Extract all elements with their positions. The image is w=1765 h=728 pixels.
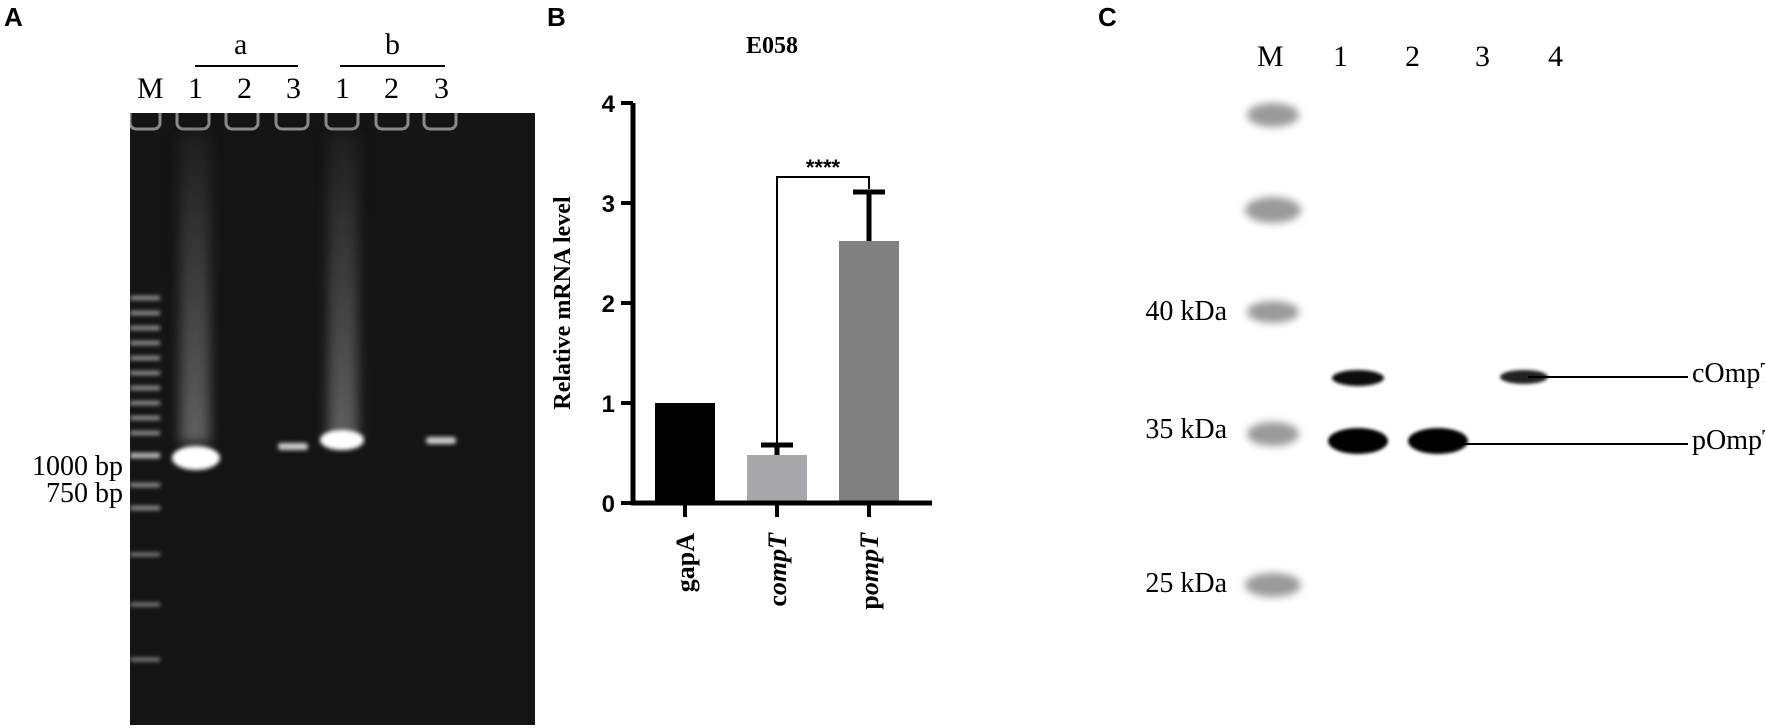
group-label-a: a bbox=[234, 28, 248, 61]
y-tick-label: 3 bbox=[602, 191, 615, 218]
pompt-band-label: pOmpT bbox=[1692, 425, 1765, 456]
y-tick-label: 2 bbox=[602, 291, 615, 318]
kda-marker-label: 40 kDa bbox=[1145, 296, 1227, 327]
panel-a-letter: A bbox=[4, 2, 23, 32]
y-axis-label: Relative mRNA level bbox=[550, 196, 576, 410]
gel-bands-svg bbox=[130, 113, 458, 661]
gel-lane-label: M bbox=[137, 72, 164, 105]
x-tick-label: compT bbox=[763, 532, 792, 607]
gel-lane-label: 1 bbox=[335, 72, 350, 105]
bar-pompT bbox=[839, 241, 899, 503]
compt-band-label: cOmpT bbox=[1692, 358, 1765, 389]
x-tick-label: gapA bbox=[671, 533, 700, 592]
kda-marker-label: 35 kDa bbox=[1145, 414, 1227, 445]
y-tick-label: 4 bbox=[602, 91, 616, 118]
blot-lane-label: 3 bbox=[1475, 40, 1490, 73]
bar-gapA bbox=[655, 403, 715, 503]
blot-lane-label: 2 bbox=[1405, 40, 1420, 73]
y-tick-label: 0 bbox=[602, 491, 615, 518]
group-line-b bbox=[340, 65, 445, 67]
blot-lane-label: M bbox=[1257, 40, 1284, 73]
y-tick-label: 1 bbox=[602, 391, 615, 418]
agarose-gel-image bbox=[130, 113, 535, 725]
x-tick-label: pompT bbox=[855, 532, 884, 610]
kda-marker-label: 25 kDa bbox=[1145, 568, 1227, 599]
blot-lane-label: 4 bbox=[1548, 40, 1563, 73]
gel-lane-label: 2 bbox=[237, 72, 252, 105]
bp-marker-label: 750 bp bbox=[46, 478, 123, 509]
bar-compT bbox=[747, 455, 807, 503]
group-label-b: b bbox=[385, 28, 400, 61]
chart-title: E058 bbox=[746, 33, 798, 59]
gel-lane-label: 2 bbox=[384, 72, 399, 105]
bp-marker-label: 1000 bp bbox=[32, 451, 123, 482]
pompt-pointer-line bbox=[1433, 443, 1688, 445]
bar-chart: E058 Relative mRNA level 0 1 2 3 4 gapA compT pom… bbox=[550, 33, 932, 610]
compt-pointer-line bbox=[1528, 376, 1688, 378]
gel-lane-label: 3 bbox=[286, 72, 301, 105]
gel-lane-label: 3 bbox=[434, 72, 449, 105]
significance-bracket bbox=[776, 176, 870, 445]
group-line-a bbox=[195, 65, 298, 67]
panel-c-letter: C bbox=[1098, 2, 1117, 32]
blot-lane-label: 1 bbox=[1333, 40, 1348, 73]
gel-lane-label: 1 bbox=[188, 72, 203, 105]
western-blot-image bbox=[1245, 103, 1548, 597]
significance-label: **** bbox=[806, 155, 841, 180]
panel-b-letter: B bbox=[547, 2, 566, 32]
